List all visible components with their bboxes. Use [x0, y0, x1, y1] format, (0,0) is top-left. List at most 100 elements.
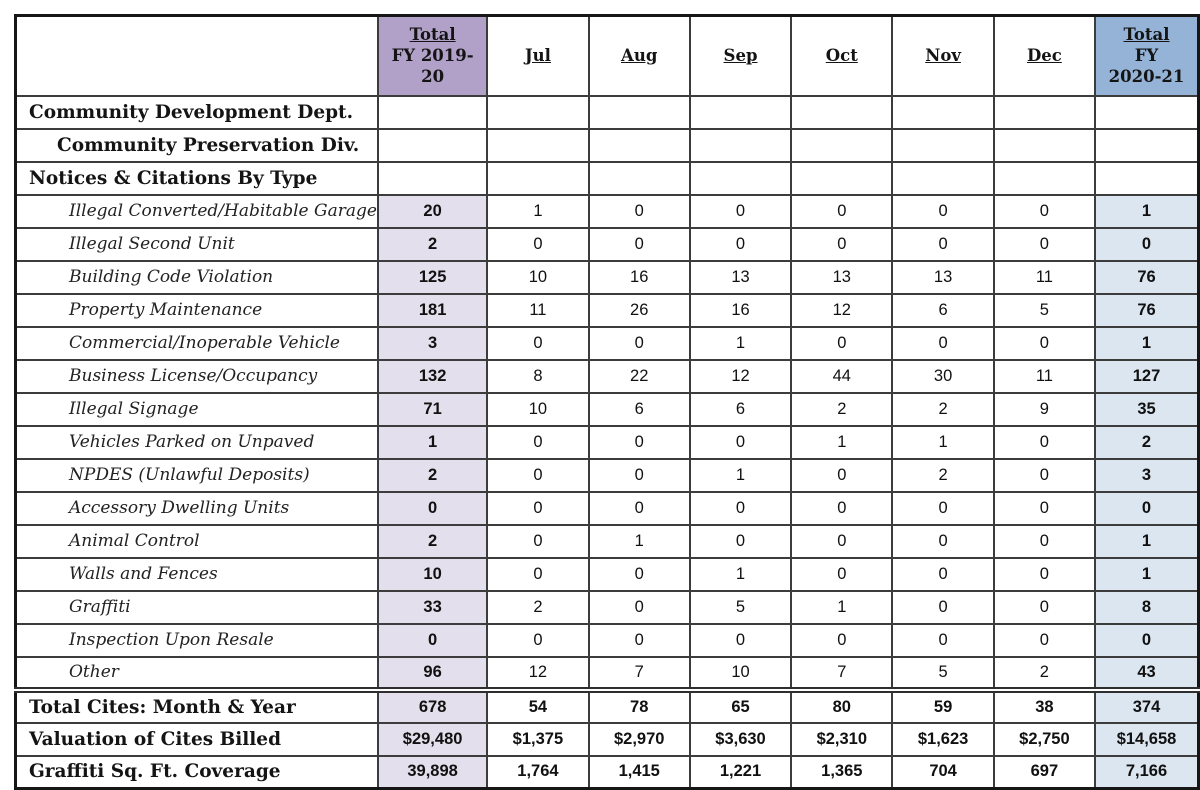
- value-cell: $2,310: [790, 721, 894, 757]
- value-cell: [891, 94, 995, 130]
- value-cell: 0: [891, 325, 995, 361]
- value-cell: 0: [891, 622, 995, 658]
- table-row: Notices & Citations By Type: [14, 160, 1200, 196]
- table-row: Walls and Fences 10 0 0 1 0 0 0 1: [14, 556, 1200, 592]
- citations-table: Total FY 2019- 20 Jul Aug Sep Oct Nov Dec Total FY…: [14, 14, 1200, 790]
- table-body: Community Development Dept. Community Pre…: [14, 94, 1200, 790]
- value-cell: [688, 160, 793, 196]
- row-label: Community Development Dept.: [14, 94, 379, 130]
- value-cell: 0: [891, 490, 995, 526]
- value-cell: 0: [486, 226, 590, 262]
- row-label: Valuation of Cites Billed: [14, 721, 379, 757]
- value-cell: 13: [891, 259, 995, 295]
- table-row: Community Development Dept.: [14, 94, 1200, 130]
- value-cell: $3,630: [688, 721, 793, 757]
- value-cell: 0: [790, 325, 894, 361]
- value-cell: [688, 94, 793, 130]
- value-cell: 26: [587, 292, 691, 328]
- value-cell: 132: [376, 358, 489, 394]
- value-cell: 0: [992, 226, 1097, 262]
- value-cell: [790, 160, 894, 196]
- header-label-line: Sep: [723, 46, 758, 66]
- value-cell: 0: [1094, 226, 1200, 262]
- value-cell: 6: [688, 391, 793, 427]
- value-cell: 1: [1094, 556, 1200, 592]
- col-total-fy-2019-20: Total FY 2019- 20: [376, 14, 489, 97]
- value-cell: $2,750: [992, 721, 1097, 757]
- row-label: Property Maintenance: [14, 292, 379, 328]
- row-label: Illegal Signage: [14, 391, 379, 427]
- table-row: Illegal Second Unit 2 0 0 0 0 0 0 0: [14, 226, 1200, 262]
- value-cell: 0: [891, 193, 995, 229]
- value-cell: 1,415: [587, 754, 691, 790]
- value-cell: 0: [992, 589, 1097, 625]
- value-cell: 1: [891, 424, 995, 460]
- value-cell: 2: [790, 391, 894, 427]
- value-cell: 1: [1094, 523, 1200, 559]
- table-row: Business License/Occupancy 132 8 22 12 44 30 11…: [14, 358, 1200, 394]
- value-cell: $29,480: [376, 721, 489, 757]
- value-cell: 1,365: [790, 754, 894, 790]
- value-cell: 5: [891, 655, 995, 691]
- value-cell: $2,970: [587, 721, 691, 757]
- value-cell: 9: [992, 391, 1097, 427]
- row-label: Building Code Violation: [14, 259, 379, 295]
- value-cell: 12: [486, 655, 590, 691]
- value-cell: 12: [688, 358, 793, 394]
- value-cell: 22: [587, 358, 691, 394]
- value-cell: 0: [992, 325, 1097, 361]
- table-row: Other 96 12 7 10 7 5 2 43: [14, 655, 1200, 691]
- col-nov: Nov: [891, 14, 995, 97]
- value-cell: 2: [376, 457, 489, 493]
- value-cell: 0: [790, 556, 894, 592]
- value-cell: 1,764: [486, 754, 590, 790]
- value-cell: 10: [486, 259, 590, 295]
- table-row: Building Code Violation 125 10 16 13 13 13 11 76: [14, 259, 1200, 295]
- header-row: Total FY 2019- 20 Jul Aug Sep Oct Nov Dec Total FY…: [14, 14, 1200, 97]
- value-cell: 38: [992, 686, 1097, 724]
- value-cell: 0: [790, 226, 894, 262]
- value-cell: 0: [992, 457, 1097, 493]
- row-label: Graffiti Sq. Ft. Coverage: [14, 754, 379, 790]
- value-cell: 678: [376, 686, 489, 724]
- table-row: Vehicles Parked on Unpaved 1 0 0 0 1 1 0 2: [14, 424, 1200, 460]
- value-cell: 0: [587, 424, 691, 460]
- row-label: Inspection Upon Resale: [14, 622, 379, 658]
- row-label: Accessory Dwelling Units: [14, 490, 379, 526]
- value-cell: [992, 94, 1097, 130]
- value-cell: 0: [790, 523, 894, 559]
- value-cell: 20: [376, 193, 489, 229]
- value-cell: [1094, 160, 1200, 196]
- value-cell: 8: [486, 358, 590, 394]
- table-row: Commercial/Inoperable Vehicle 3 0 0 1 0 0 0 1: [14, 325, 1200, 361]
- value-cell: 96: [376, 655, 489, 691]
- corner-blank: [14, 14, 379, 97]
- value-cell: 1: [587, 523, 691, 559]
- value-cell: 0: [486, 622, 590, 658]
- table-row: Animal Control 2 0 1 0 0 0 0 1: [14, 523, 1200, 559]
- col-aug: Aug: [587, 14, 691, 97]
- header-label-line: Aug: [621, 46, 658, 66]
- value-cell: 0: [587, 589, 691, 625]
- value-cell: 1: [688, 325, 793, 361]
- col-total-fy-2020-21: Total FY 2020-21: [1094, 14, 1200, 97]
- value-cell: 0: [891, 523, 995, 559]
- value-cell: 10: [486, 391, 590, 427]
- value-cell: 16: [688, 292, 793, 328]
- col-sep: Sep: [688, 14, 793, 97]
- value-cell: [587, 127, 691, 163]
- value-cell: 7: [790, 655, 894, 691]
- value-cell: 1: [486, 193, 590, 229]
- value-cell: 2: [992, 655, 1097, 691]
- value-cell: 0: [992, 490, 1097, 526]
- value-cell: 0: [688, 622, 793, 658]
- value-cell: [790, 94, 894, 130]
- row-label: Total Cites: Month & Year: [14, 686, 379, 724]
- value-cell: 181: [376, 292, 489, 328]
- header-label-line: Total: [1123, 24, 1170, 44]
- row-label: Business License/Occupancy: [14, 358, 379, 394]
- table-row: NPDES (Unlawful Deposits) 2 0 0 1 0 2 0 3: [14, 457, 1200, 493]
- value-cell: [1094, 94, 1200, 130]
- row-label: Commercial/Inoperable Vehicle: [14, 325, 379, 361]
- table-row: Inspection Upon Resale 0 0 0 0 0 0 0 0: [14, 622, 1200, 658]
